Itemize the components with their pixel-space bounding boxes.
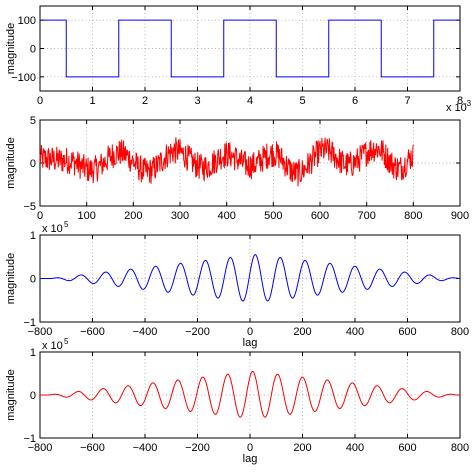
x-tick-label: 400 bbox=[346, 442, 364, 454]
x-tick-label: 0 bbox=[247, 442, 253, 454]
y-axis-label: magnitude bbox=[5, 369, 17, 420]
series-line bbox=[40, 370, 460, 418]
x-tick-label: −200 bbox=[185, 326, 210, 338]
x-tick-label: 200 bbox=[293, 326, 311, 338]
series-line bbox=[39, 137, 414, 187]
x-tick-label: 5 bbox=[299, 95, 305, 107]
x-tick-label: −800 bbox=[28, 442, 53, 454]
y-tick-label: −5 bbox=[23, 201, 36, 213]
y-tick-label: 0 bbox=[30, 274, 36, 286]
x-axis-label: lag bbox=[243, 337, 258, 349]
x-tick-label: 400 bbox=[346, 326, 364, 338]
x-tick-label: 0 bbox=[247, 326, 253, 338]
y-axis-label: magnitude bbox=[5, 23, 17, 74]
x-tick-label: 0 bbox=[37, 210, 43, 222]
y-tick-label: 100 bbox=[18, 15, 36, 27]
x-tick-label: 400 bbox=[217, 210, 235, 222]
x-tick-label: 1 bbox=[89, 95, 95, 107]
panel-4: −800 −600 −400 −200 0 200 400 600 800 1 0 −1 magnitu… bbox=[5, 337, 469, 465]
panel-3: −800 −600 −400 −200 0 200 400 600 800 1 0 −1 magnitu… bbox=[5, 220, 469, 349]
x-tick-label: 0 bbox=[37, 95, 43, 107]
x-axis-label: lag bbox=[243, 453, 258, 465]
x-tick-label: 200 bbox=[124, 210, 142, 222]
x-tick-label: −400 bbox=[133, 326, 158, 338]
x-tick-label: 800 bbox=[451, 442, 469, 454]
x-tick-label: 900 bbox=[451, 210, 469, 222]
x-tick-label: 600 bbox=[311, 210, 329, 222]
y-tick-label: −100 bbox=[11, 72, 36, 84]
series-line bbox=[40, 19, 460, 78]
x-tick-label: −200 bbox=[185, 442, 210, 454]
x-tick-label: −800 bbox=[28, 326, 53, 338]
y-exponent: 5 bbox=[64, 337, 69, 346]
y-tick-label: −1 bbox=[23, 433, 36, 445]
y-exponent-base: x 10 bbox=[42, 340, 63, 352]
y-tick-label: 0 bbox=[30, 390, 36, 402]
y-axis-label: magnitude bbox=[5, 137, 17, 188]
x-tick-label: 300 bbox=[171, 210, 189, 222]
x-tick-label: −600 bbox=[80, 326, 105, 338]
x-tick-label: 600 bbox=[398, 442, 416, 454]
x-tick-label: 500 bbox=[264, 210, 282, 222]
x-tick-label: 600 bbox=[398, 326, 416, 338]
x-tick-label: −600 bbox=[80, 442, 105, 454]
y-tick-label: −1 bbox=[23, 317, 36, 329]
x-tick-label: 4 bbox=[247, 95, 253, 107]
x-tick-label: −400 bbox=[133, 442, 158, 454]
x-tick-label: 2 bbox=[142, 95, 148, 107]
y-tick-label: 0 bbox=[30, 158, 36, 170]
y-tick-label: 1 bbox=[30, 347, 36, 359]
series-line bbox=[40, 254, 461, 302]
x-tick-label: 7 bbox=[404, 95, 410, 107]
x-tick-label: 100 bbox=[77, 210, 95, 222]
y-tick-label: 0 bbox=[30, 44, 36, 56]
x-tick-label: 8 bbox=[457, 95, 463, 107]
y-tick-label: 1 bbox=[30, 230, 36, 242]
x-tick-label: 6 bbox=[352, 95, 358, 107]
x-tick-label: 800 bbox=[451, 326, 469, 338]
y-axis-label: magnitude bbox=[5, 253, 17, 304]
x-tick-label: 700 bbox=[357, 210, 375, 222]
y-tick-label: 5 bbox=[30, 115, 36, 127]
y-exponent-base: x 10 bbox=[42, 223, 63, 235]
x-tick-label: 800 bbox=[404, 210, 422, 222]
panel-2: 0 100 200 300 400 500 600 700 800 90050−5magnitud… bbox=[5, 115, 469, 222]
x-tick-label: 3 bbox=[194, 95, 200, 107]
x-exponent-base: x 10 bbox=[446, 102, 467, 114]
y-exponent: 5 bbox=[64, 220, 69, 229]
x-exponent: -3 bbox=[464, 99, 472, 108]
x-tick-label: 200 bbox=[293, 442, 311, 454]
